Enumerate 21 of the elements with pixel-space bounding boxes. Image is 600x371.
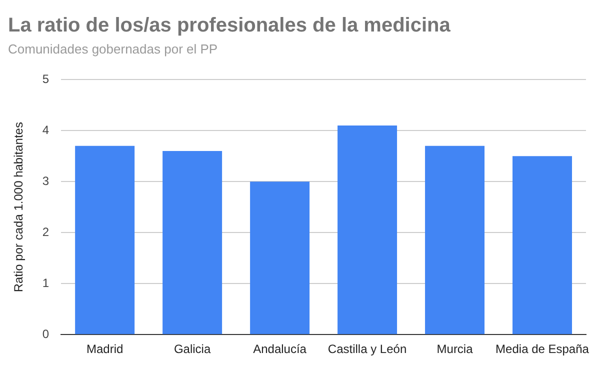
x-tick-label: Media de España [496,342,590,356]
x-tick-label: Murcia [436,342,474,356]
bar [425,146,485,334]
y-tick-label: 4 [42,122,50,137]
y-tick-label: 3 [42,174,50,188]
x-tick-label: Castilla y León [328,342,407,356]
chart-title: La ratio de los/as profesionales de la medicina [8,14,452,37]
bar [338,126,398,334]
x-tick-label: Madrid [86,342,124,356]
y-tick-label: 0 [42,326,50,341]
x-tick-label: Galicia [174,342,211,356]
bar [162,151,222,334]
chart-subtitle: Comunidades gobernadas por el PP [8,41,218,56]
y-tick-label: 2 [42,224,50,239]
y-tick-label: 5 [42,72,50,86]
bar [250,182,310,334]
y-axis-title: Ratio por cada 1.000 habitantes [12,122,26,292]
bar [75,146,135,334]
bar [512,156,572,334]
y-tick-label: 1 [42,276,50,290]
x-tick-label: Andalucía [253,342,307,356]
